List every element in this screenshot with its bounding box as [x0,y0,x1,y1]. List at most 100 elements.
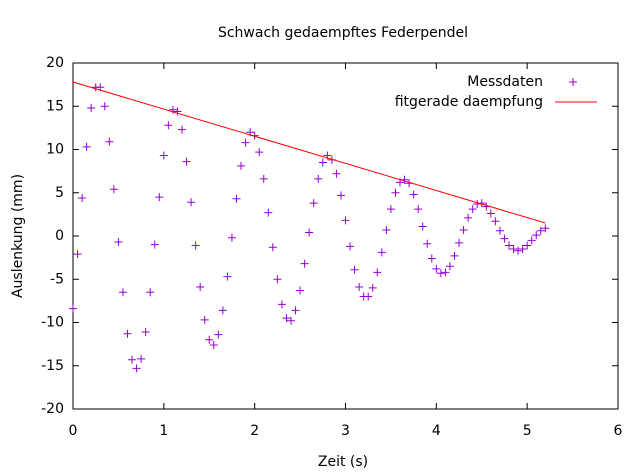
data-point [123,329,132,338]
data-point [291,306,300,315]
data-point [527,236,536,245]
data-point [109,185,118,194]
data-point [382,225,391,234]
data-point [73,250,82,259]
data-point [227,233,236,242]
data-point [346,242,355,251]
data-point [105,137,114,146]
fit-line [72,81,546,224]
data-point [264,208,273,217]
data-point [164,121,173,130]
data-point [196,283,205,292]
data-point [273,275,282,284]
data-point [368,283,377,292]
data-point [432,264,441,273]
data-point [141,328,150,337]
data-point [523,241,532,250]
data-point [541,224,550,233]
data-point [209,340,218,349]
data-point [486,209,495,218]
data-point [173,107,182,116]
data-point [69,304,77,313]
x-tick-label: 0 [69,423,78,439]
data-point [146,288,155,297]
data-point [282,314,291,323]
data-point [459,225,468,234]
data-point [237,161,246,170]
data-point [200,315,209,324]
data-point [214,330,223,339]
data-point [118,288,127,297]
y-tick-label: 0 [55,228,64,244]
data-point [445,262,454,271]
data-point [159,151,168,160]
data-point [309,199,318,208]
data-point [364,292,373,301]
data-point [296,286,305,295]
data-point [450,251,459,260]
data-point [355,283,364,292]
data-point [518,244,527,253]
data-point [509,244,518,253]
data-point [114,238,123,247]
data-point [178,125,186,134]
data-point [128,355,137,364]
data-point [536,226,545,235]
data-point [277,300,286,309]
x-tick-label: 2 [250,423,259,439]
x-tick-label: 6 [614,423,623,439]
data-point [350,265,359,274]
data-point [373,268,382,277]
legend-marker [569,78,577,86]
y-tick-label: -20 [41,401,64,417]
data-point [491,217,500,226]
y-tick-label: 5 [55,185,64,201]
data-point [300,259,309,268]
data-point [386,205,395,214]
data-point [514,246,523,255]
data-point [332,169,341,178]
data-point [441,268,450,277]
data-point [305,228,314,237]
legend-label: Messdaten [467,74,543,90]
data-point [505,241,513,250]
data-point [137,354,146,363]
data-point [241,138,250,147]
data-point [205,335,214,344]
data-point [455,238,464,247]
x-tick-label: 4 [432,423,441,439]
data-point [87,103,96,112]
data-point [287,316,295,325]
data-point [318,158,327,167]
data-point [495,226,504,235]
data-point [336,191,345,200]
data-point [377,248,386,257]
data-point [436,269,445,278]
chart-title: Schwach gedaempftes Federpendel [218,25,468,41]
data-point [464,213,473,222]
data-point [100,102,109,111]
data-point [155,193,164,202]
data-point [187,198,196,207]
data-point [268,243,277,252]
data-point [223,272,232,281]
data-point [423,239,432,248]
data-point [150,240,159,249]
y-tick-label: -15 [41,358,64,374]
data-point [314,174,323,183]
data-point [218,306,227,315]
y-tick-label: 10 [46,142,64,158]
data-point [182,157,191,166]
x-tick-label: 3 [341,423,350,439]
data-point [132,364,141,373]
data-point [82,142,91,151]
y-tick-label: 20 [46,55,64,71]
data-point [409,190,418,199]
data-point [78,193,87,202]
y-tick-label: -10 [41,315,64,331]
data-point [414,205,423,214]
data-point [341,216,350,225]
data-point [391,188,400,197]
